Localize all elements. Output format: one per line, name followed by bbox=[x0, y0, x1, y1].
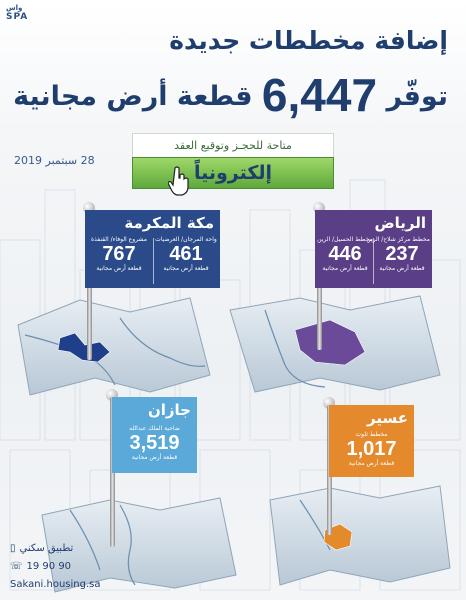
headline-subtitle: توفّر 6,447 قطعة أرض مجانية bbox=[13, 68, 448, 122]
stat-unit: قطعة أرض مجانية bbox=[322, 265, 368, 272]
region-name: الرياض bbox=[374, 214, 426, 232]
region-card-riyadh: الرياض مخطط مركز شلاح/ الرين 237 قطعة أر… bbox=[315, 210, 432, 288]
jazan-map bbox=[41, 497, 237, 593]
stat-column: مشروع الوفاء/ القنفذة 767 قطعة أرض مجاني… bbox=[87, 236, 151, 272]
stat-column: مخطط ثلوث 1,017 قطعة أرض مجانية bbox=[331, 431, 412, 467]
region-name: جازان bbox=[147, 401, 191, 419]
hand-cursor-icon bbox=[168, 166, 189, 196]
headline-suffix: قطعة أرض مجانية bbox=[13, 81, 253, 112]
stat-label: مخطط الحسيل/ الرين bbox=[317, 236, 373, 243]
phone-device-icon: ▯ bbox=[10, 543, 16, 554]
stat-label: ضاحية الملك عبدالله bbox=[129, 425, 180, 432]
electronic-booking-button[interactable]: إلكترونياً bbox=[132, 157, 334, 189]
makkah-map bbox=[17, 297, 211, 396]
phone-number: 19 90 90 bbox=[26, 561, 72, 572]
region-card-asir: عسير مخطط ثلوث 1,017 قطعة أرض مجانية bbox=[329, 405, 414, 477]
headline-title: إضافة مخططات جديدة bbox=[169, 26, 448, 55]
region-card-makkah: مكة المكرمة واحة المرجان/ العرضيات 461 ق… bbox=[85, 210, 220, 288]
stat-column: مخطط مركز شلاح/ الرين 237 قطعة أرض مجاني… bbox=[366, 236, 430, 272]
stat-value: 461 bbox=[169, 243, 203, 265]
stat-label: واحة المرجان/ العرضيات bbox=[155, 236, 217, 243]
riyadh-map bbox=[229, 295, 441, 393]
cta-caption: متاحة للحجـز وتوقيع العقد bbox=[132, 133, 334, 157]
stat-unit: قطعة أرض مجانية bbox=[379, 265, 425, 272]
headline-number: 6,447 bbox=[261, 69, 378, 121]
website-link[interactable]: Sakani.housing.sa bbox=[10, 579, 101, 590]
stat-label: مخطط ثلوث bbox=[355, 431, 388, 438]
stat-column: مخطط الحسيل/ الرين 446 قطعة أرض مجانية bbox=[317, 236, 373, 272]
footer-phone-row: ☏ 19 90 90 bbox=[10, 558, 101, 576]
stat-value: 767 bbox=[102, 243, 136, 265]
footer-app-row: ▯ تطبيق سكني bbox=[10, 540, 101, 558]
stat-unit: قطعة أرض مجانية bbox=[348, 460, 395, 467]
region-card-jazan: جازان ضاحية الملك عبدالله 3,519 قطعة أرض… bbox=[112, 397, 197, 473]
stat-value: 3,519 bbox=[129, 432, 180, 454]
asir-map bbox=[269, 485, 451, 586]
stat-label: مشروع الوفاء/ القنفذة bbox=[91, 236, 147, 243]
footer-contact: ▯ تطبيق سكني ☏ 19 90 90 Sakani.housing.s… bbox=[10, 540, 101, 594]
footer-website-row: Sakani.housing.sa bbox=[10, 576, 101, 594]
stat-column: ضاحية الملك عبدالله 3,519 قطعة أرض مجاني… bbox=[114, 425, 195, 461]
stat-value: 1,017 bbox=[346, 438, 397, 460]
app-label: تطبيق سكني bbox=[19, 543, 74, 554]
stat-label: مخطط مركز شلاح/ الرين bbox=[366, 236, 430, 243]
stat-unit: قطعة أرض مجانية bbox=[96, 265, 142, 272]
stat-column: واحة المرجان/ العرضيات 461 قطعة أرض مجان… bbox=[154, 236, 218, 272]
headline-prefix: توفّر bbox=[386, 81, 448, 112]
stat-unit: قطعة أرض مجانية bbox=[131, 454, 178, 461]
stat-value: 237 bbox=[385, 243, 419, 265]
phone-icon: ☏ bbox=[10, 561, 23, 572]
stat-value: 446 bbox=[328, 243, 362, 265]
spa-logo: واس SPA bbox=[6, 4, 29, 22]
region-name: مكة المكرمة bbox=[124, 214, 214, 232]
date-label: 28 سبتمبر 2019 bbox=[14, 154, 95, 167]
stat-unit: قطعة أرض مجانية bbox=[163, 265, 209, 272]
region-name: عسير bbox=[367, 409, 408, 427]
cta-box: متاحة للحجـز وتوقيع العقد إلكترونياً bbox=[132, 133, 334, 191]
spa-logo-text: SPA bbox=[6, 12, 29, 22]
